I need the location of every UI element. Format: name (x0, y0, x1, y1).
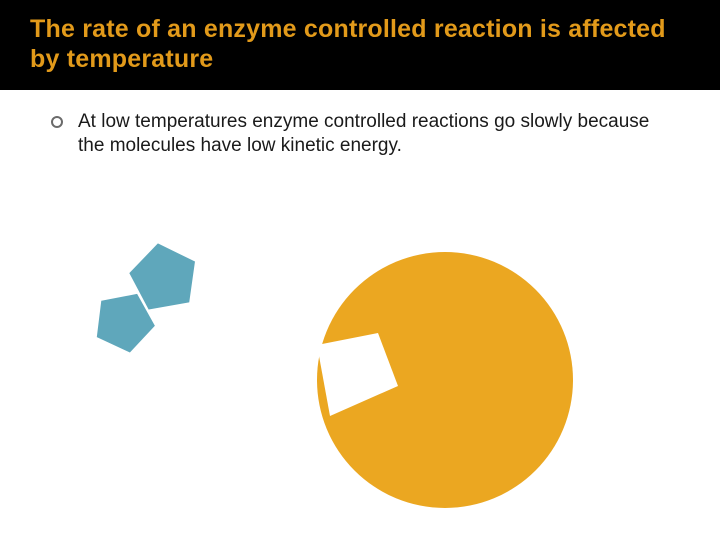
bullet-ring-icon (50, 115, 64, 134)
bullet-row: At low temperatures enzyme controlled re… (50, 110, 680, 158)
title-band: The rate of an enzyme controlled reactio… (0, 0, 720, 90)
body-area: At low temperatures enzyme controlled re… (50, 110, 680, 158)
bullet-text: At low temperatures enzyme controlled re… (78, 110, 680, 158)
slide-title: The rate of an enzyme controlled reactio… (30, 14, 690, 74)
